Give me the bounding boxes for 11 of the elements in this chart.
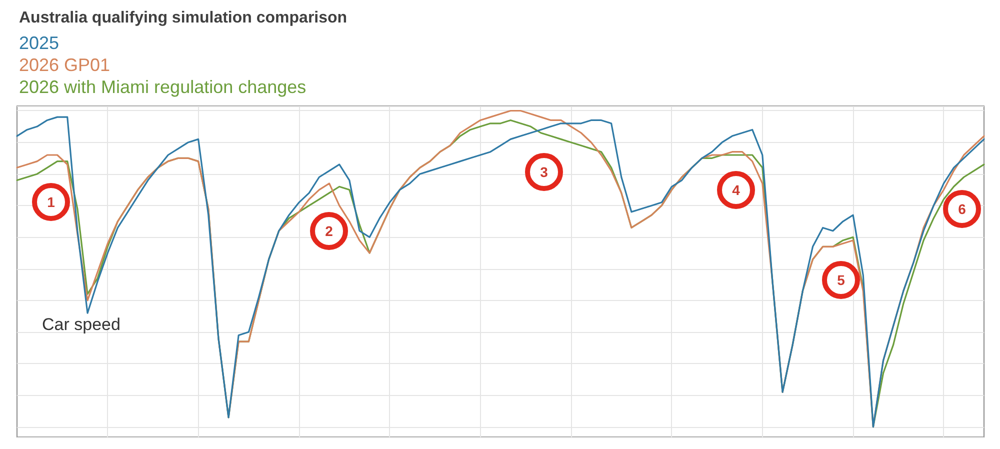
annotation: 3 [539,163,549,181]
text: 2026 GP01 [19,55,110,75]
text: 2026 with Miami regulation changes [19,77,306,97]
chart-title: Australia qualifying simulation comparison [19,10,348,26]
text: 2025 [19,33,60,53]
annotation: 2 [324,222,334,240]
annotation: Car speed [42,314,120,336]
annotation: 5 [836,271,846,289]
annotation: 4 [731,181,741,199]
annotation: 1 [46,193,56,211]
annotation: 6 [957,200,967,218]
